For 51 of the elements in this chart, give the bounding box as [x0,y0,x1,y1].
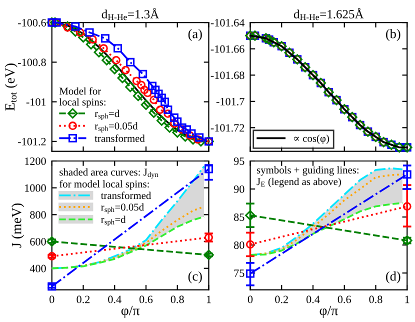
y-tick-label: -101.7 [216,98,244,106]
y-tick-label: -101.68 [210,72,244,80]
x-tick-label: 1 [405,296,410,304]
x-axis-title: φ/π [320,306,338,318]
chart-title: d$_{H-He}$=1.625Å [294,8,364,20]
y-tick-label: 600 [30,238,46,246]
y-tick-label: 800 [30,211,46,219]
x-tick-label: 0.4 [306,296,320,304]
legend-label: r$_{sph}$=0.05d [94,122,138,132]
legend-label: r$_{sph}$=d [94,110,120,120]
y-tick-label: -100.8 [18,58,46,66]
y-tick-label: 75 [234,270,244,277]
y-tick-label: 90 [234,185,244,193]
y-tick-label: -100.6 [18,19,46,27]
x-tick-label: 0.6 [338,296,351,304]
annotation: (c) [188,271,202,284]
legend-label: transformed [100,192,152,200]
y-axis-title: J (meV) [12,203,24,248]
y-tick-label: 400 [30,264,46,272]
x-axis-title: φ/π [121,306,140,318]
y-tick-label: -101.64 [210,19,245,27]
y-tick-label: 1200 [25,157,46,165]
y-tick-label: -101.66 [210,45,244,53]
x-tick-label: 0.4 [108,296,122,304]
y-tick-label: 85 [234,213,244,221]
y-tick-label: -101.2 [18,138,46,146]
legend-title: shaded area curves: J$_{dyn}$ for model local spins: [59,168,158,190]
legend-label: r$_{sph}$=0.05d [101,203,144,214]
y-axis-title: E$_{tot}$ (eV) [4,64,18,111]
x-tick-label: 0 [248,296,253,304]
annotation: (b) [386,28,400,41]
x-tick-label: 0.2 [275,296,288,304]
y-tick-label: 80 [234,241,244,249]
y-tick-label: 1000 [25,184,46,192]
legend-title: Model for local spins: [59,87,106,108]
y-tick-label: -101 [26,98,46,106]
x-tick-label: 0.8 [170,296,184,304]
legend-label: r$_{sph}$=d [101,216,126,226]
x-tick-label: 0.8 [369,296,382,304]
legend-label: ∝ cos(φ) [294,134,329,144]
x-tick-label: 0 [50,296,54,304]
annotation: (a) [188,28,202,41]
legend-label: transformed [94,134,145,142]
annotation: (d) [386,271,400,284]
x-tick-label: 0.2 [76,296,90,304]
x-tick-label: 1 [206,296,211,304]
x-tick-label: 0.6 [139,296,153,304]
annotation: symbols + guiding lines: J$_{E}$ (legend as above) [256,166,358,188]
chart-title: d$_{H-He}$=1.3Å [102,8,160,20]
y-tick-label: -101.72 [210,124,244,132]
y-tick-label: 95 [234,157,244,165]
